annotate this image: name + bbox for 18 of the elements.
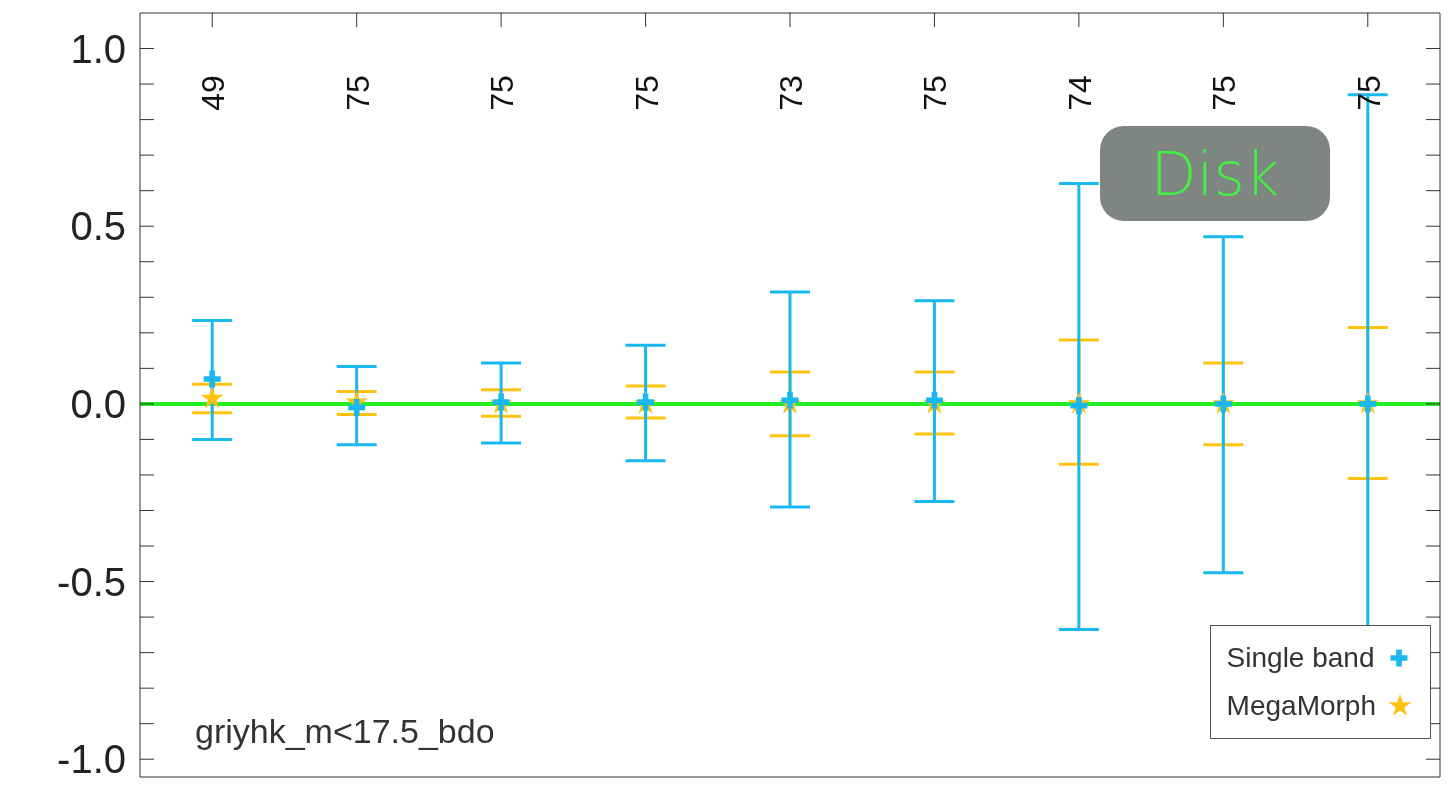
y-tick-label: 0.5 [70, 204, 126, 249]
annotation: 49 [195, 75, 232, 111]
annotation: 75 [917, 75, 954, 111]
annotation: 75 [1206, 75, 1243, 111]
y-tick-label: -0.5 [57, 559, 126, 604]
annotation: 74 [1061, 75, 1098, 111]
annotation: 75 [484, 75, 521, 111]
y-tick-label: 1.0 [70, 26, 126, 71]
annotation: 75 [1350, 75, 1387, 111]
y-tick-label: 0.0 [70, 382, 126, 427]
annotation: 75 [339, 75, 376, 111]
y-tick-label: -1.0 [57, 737, 126, 782]
annotation: 73 [773, 75, 809, 111]
annotation: Disk [1100, 126, 1330, 221]
annotation: griyhk_m<17.5_bdo [195, 712, 495, 751]
legend-label: MegaMorph [1226, 690, 1376, 722]
legend-label: Single band [1226, 642, 1375, 674]
annotation: 75 [628, 75, 665, 111]
